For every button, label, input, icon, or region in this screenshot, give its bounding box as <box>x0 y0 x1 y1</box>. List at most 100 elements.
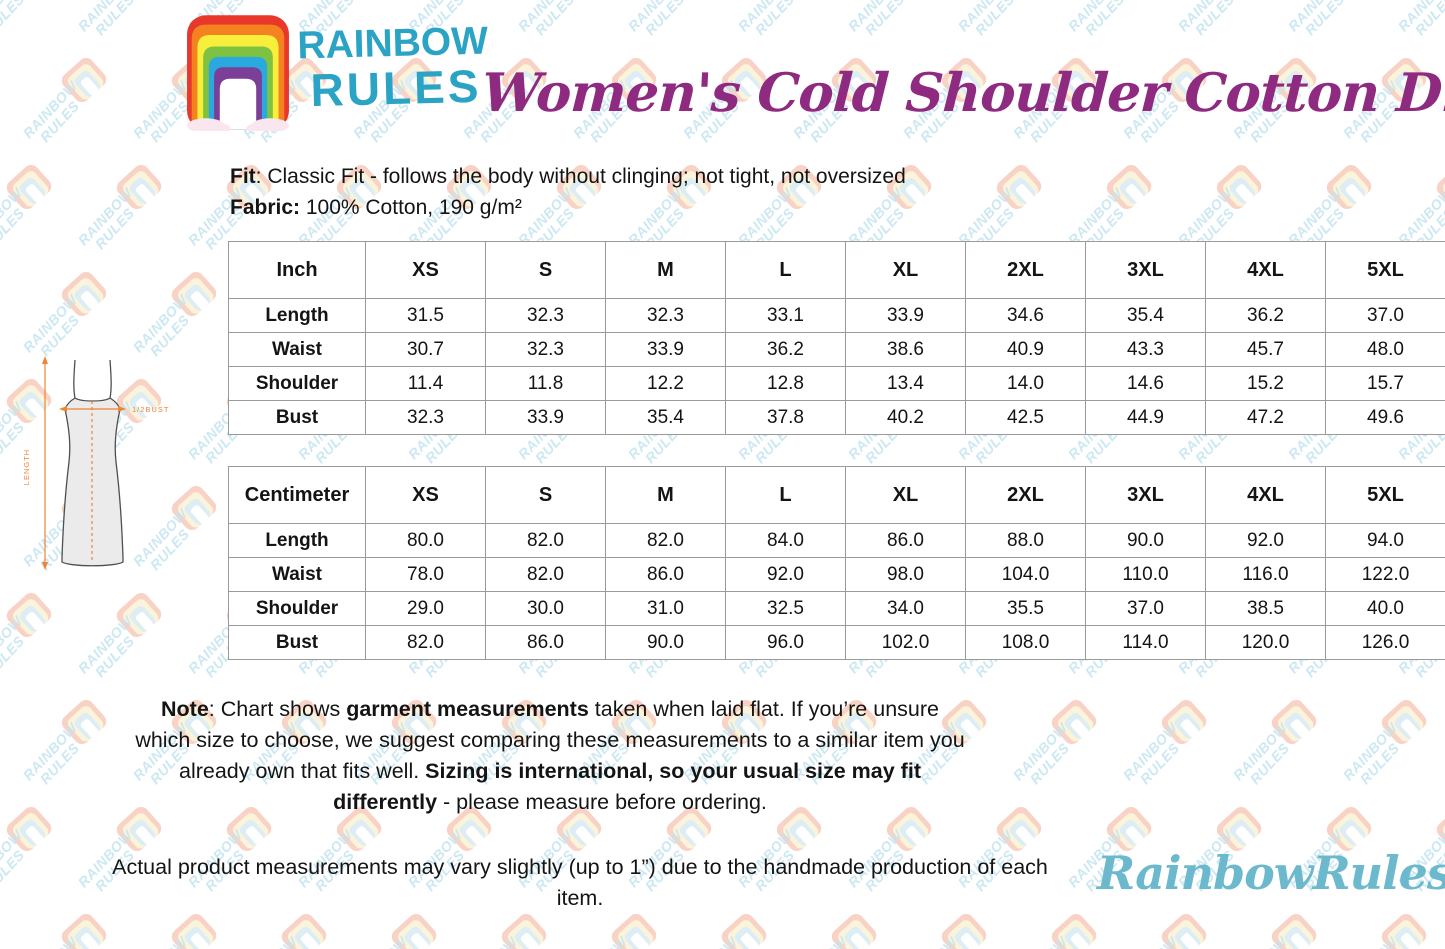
measurement-row: Length 31.5 32.3 32.3 33.1 33.9 34.6 35.4 36.2 37… <box>228 298 1445 333</box>
measurement-row: Shoulder 11.4 11.8 12.2 12.8 13.4 14.0 14.6 15.2… <box>228 366 1445 401</box>
watermark-text: RAINBOW RULES <box>240 934 311 949</box>
watermark-rainbow-icon <box>941 913 987 949</box>
fit-line: Fit: Classic Fit - follows the body with… <box>230 161 906 192</box>
measurement-value-cell: 32.3 <box>365 400 486 435</box>
watermark-rainbow-icon <box>391 913 437 949</box>
watermark-rainbow-icon <box>281 913 327 949</box>
bust-arrowhead-left <box>59 406 67 412</box>
watermark-rainbow-icon <box>1051 913 1097 949</box>
measurement-value-cell: 114.0 <box>1085 625 1206 660</box>
measurement-value-cell: 38.5 <box>1205 591 1326 626</box>
measurement-value-cell: 90.0 <box>1085 523 1206 558</box>
watermark-rainbow-icon <box>1161 913 1207 949</box>
brand-logotype-line1: RAINBOW <box>296 19 489 68</box>
watermark-rainbow-icon <box>61 57 107 103</box>
measurement-value-cell: 12.8 <box>725 366 846 401</box>
watermark-rainbow-icon <box>1106 164 1152 210</box>
watermark-text: RAINBOW RULES <box>1340 934 1411 949</box>
measurement-value-cell: 40.2 <box>845 400 966 435</box>
watermark-rainbow-icon <box>1271 913 1317 949</box>
measurement-value-cell: 11.8 <box>485 366 606 401</box>
measurement-value-cell: 12.2 <box>605 366 726 401</box>
measurement-value-cell: 38.6 <box>845 332 966 367</box>
watermark-text: RAINBOW RULES <box>844 0 908 39</box>
measurement-value-cell: 34.6 <box>965 298 1086 333</box>
measurement-value-cell: 40.9 <box>965 332 1086 367</box>
watermark-rainbow-icon <box>6 806 52 852</box>
measurement-value-cell: 35.5 <box>965 591 1086 626</box>
measurement-value-cell: 116.0 <box>1205 557 1326 592</box>
length-arrowhead-top <box>42 356 48 364</box>
measurement-value-cell: 82.0 <box>485 557 606 592</box>
watermark-text: RAINBOW RULES <box>19 719 83 794</box>
measurement-value-cell: 86.0 <box>485 625 606 660</box>
measurement-row: Shoulder 29.0 30.0 31.0 32.5 34.0 35.5 37.0 38.5… <box>228 591 1445 626</box>
measurement-value-cell: 43.3 <box>1085 332 1206 367</box>
measurement-value-cell: 14.6 <box>1085 366 1206 401</box>
watermark-rainbow-icon <box>1381 913 1427 949</box>
watermark-text: RAINBOW RULES <box>1010 934 1081 949</box>
watermark-text: RAINBOW RULES <box>1284 0 1348 39</box>
measurement-value-cell: 33.9 <box>605 332 726 367</box>
bust-arrowhead-right <box>118 406 126 412</box>
watermark-rainbow-icon <box>1051 699 1097 745</box>
measurement-value-cell: 48.0 <box>1325 332 1445 367</box>
measurement-value-cell: 47.2 <box>1205 400 1326 435</box>
watermark-text: RAINBOW RULES <box>954 0 1018 39</box>
watermark-text: RAINBOW RULES <box>20 934 91 949</box>
measurement-row: Length 80.0 82.0 82.0 84.0 86.0 88.0 90.0 92.0 94… <box>228 523 1445 558</box>
watermark-text: RAINBOW RULES <box>790 934 861 949</box>
measurement-value-cell: 32.3 <box>485 332 606 367</box>
measurement-row: Bust 82.0 86.0 90.0 96.0 102.0 108.0 114.0 120.0… <box>228 625 1445 660</box>
measurement-value-cell: 36.2 <box>725 332 846 367</box>
measurement-label-cell: Shoulder <box>228 366 366 401</box>
brand-logotype: RAINBOW RULES <box>296 19 490 117</box>
watermark-rainbow-icon <box>721 913 767 949</box>
watermark-text: RAINBOW RULES <box>570 934 641 949</box>
measurement-value-cell: 11.4 <box>365 366 486 401</box>
dress-measurement-diagram: LENGTH 1/2BUST <box>22 356 168 570</box>
watermark-text: RAINBOW RULES <box>1174 0 1238 39</box>
measurement-value-cell: 32.3 <box>485 298 606 333</box>
watermark-rainbow-icon <box>116 164 162 210</box>
watermark-text: RAINBOW RULES <box>900 934 971 949</box>
measurement-value-cell: 30.7 <box>365 332 486 367</box>
measurement-value-cell: 82.0 <box>485 523 606 558</box>
measurement-value-cell: 126.0 <box>1325 625 1445 660</box>
unit-header-cell: Inch <box>228 241 366 299</box>
measurement-value-cell: 37.0 <box>1085 591 1206 626</box>
measurement-value-cell: 122.0 <box>1325 557 1445 592</box>
watermark-text: RAINBOW RULES <box>0 0 28 39</box>
size-header-cell: M <box>605 241 726 299</box>
measurement-value-cell: 84.0 <box>725 523 846 558</box>
watermark-rainbow-icon <box>611 913 657 949</box>
measurement-row: Waist 78.0 82.0 86.0 92.0 98.0 104.0 110.0 116.0… <box>228 557 1445 592</box>
size-header-cell: XL <box>845 466 966 524</box>
measurement-value-cell: 90.0 <box>605 625 726 660</box>
note-segment: - please measure before ordering. <box>437 790 767 814</box>
watermark-text: RAINBOW RULES <box>0 612 28 681</box>
dress-strap-left <box>73 359 76 399</box>
measurement-value-cell: 92.0 <box>1205 523 1326 558</box>
measurement-value-cell: 33.9 <box>485 400 606 435</box>
measurement-value-cell: 40.0 <box>1325 591 1445 626</box>
watermark-text: RAINBOW RULES <box>1229 719 1293 794</box>
size-header-cell: S <box>485 466 606 524</box>
measurement-value-cell: 37.0 <box>1325 298 1445 333</box>
measurement-row: Waist 30.7 32.3 33.9 36.2 38.6 40.9 43.3 45.7 48.… <box>228 332 1445 367</box>
measurement-value-cell: 31.0 <box>605 591 726 626</box>
size-header-cell: 3XL <box>1085 466 1206 524</box>
measurement-value-cell: 32.3 <box>605 298 726 333</box>
watermark-text: RAINBOW RULES <box>19 77 83 152</box>
watermark-text: RAINBOW RULES <box>0 184 28 253</box>
measurement-value-cell: 102.0 <box>845 625 966 660</box>
watermark-rainbow-icon <box>171 913 217 949</box>
measurement-value-cell: 14.0 <box>965 366 1086 401</box>
measurement-value-cell: 42.5 <box>965 400 1086 435</box>
size-table-inch: Inch XS S M L XL 2XL 3XL 4XL 5XL Length 31.5 32.3 32… <box>228 241 1445 435</box>
watermark-text: RAINBOW RULES <box>514 0 578 39</box>
watermark-rainbow-icon <box>61 271 107 317</box>
watermark-text: RAINBOW RULES <box>624 0 688 39</box>
size-header-cell: M <box>605 466 726 524</box>
